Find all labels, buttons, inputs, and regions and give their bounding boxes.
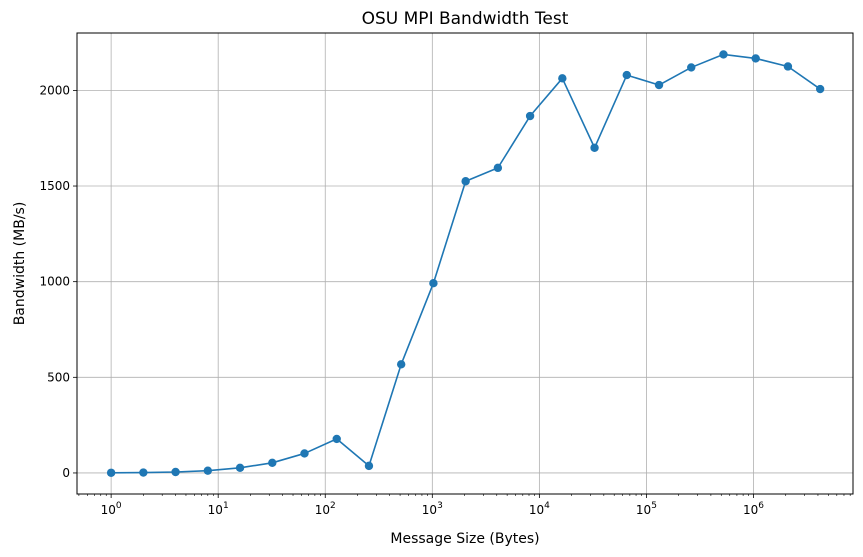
- x-tick-label: 103: [422, 501, 443, 517]
- y-tick-label: 500: [47, 370, 70, 384]
- x-tick-label: 101: [208, 501, 229, 517]
- data-point: [783, 62, 793, 71]
- x-tick-label: 100: [101, 501, 122, 517]
- data-point: [815, 84, 825, 94]
- data-point: [171, 467, 180, 477]
- data-point: [493, 163, 503, 173]
- series-layer: [106, 50, 825, 477]
- x-tick-label: 105: [636, 501, 657, 517]
- plot-frame: [76, 32, 854, 495]
- data-point: [139, 468, 148, 477]
- axis-ticks: 100 101 102 103 104 105 106 0 500 1000 1500 2000: [39, 83, 851, 517]
- data-point: [719, 50, 728, 59]
- data-point: [751, 54, 760, 63]
- data-point: [590, 143, 599, 152]
- y-tick-label: 2000: [39, 83, 70, 97]
- data-point: [106, 468, 116, 477]
- data-point: [268, 458, 277, 468]
- data-point: [525, 111, 535, 121]
- data-point: [396, 360, 406, 369]
- y-tick-label: 0: [62, 466, 70, 480]
- data-point: [622, 70, 631, 80]
- data-point: [300, 449, 309, 458]
- data-point: [364, 461, 374, 471]
- data-point: [332, 434, 341, 444]
- y-tick-label: 1000: [39, 275, 70, 289]
- data-point: [203, 466, 213, 475]
- x-axis-label: Message Size (Bytes): [390, 531, 539, 547]
- x-tick-label: 102: [315, 501, 336, 517]
- data-point: [558, 74, 567, 83]
- data-point: [461, 177, 470, 186]
- data-point: [687, 63, 696, 72]
- data-point: [429, 279, 438, 288]
- y-tick-label: 1500: [39, 179, 70, 193]
- data-point: [654, 80, 664, 90]
- chart-title: OSU MPI Bandwidth Test: [362, 9, 569, 29]
- y-axis-label: Bandwidth (MB/s): [12, 202, 28, 326]
- x-tick-label: 104: [529, 501, 550, 517]
- data-point: [235, 463, 245, 472]
- x-tick-label: 106: [743, 501, 764, 517]
